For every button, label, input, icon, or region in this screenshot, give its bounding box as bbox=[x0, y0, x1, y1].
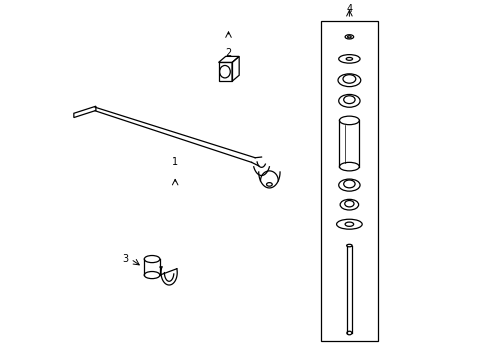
Text: 4: 4 bbox=[346, 4, 352, 14]
Text: 2: 2 bbox=[225, 48, 231, 58]
Text: 3: 3 bbox=[122, 254, 128, 264]
Bar bbox=[320, 21, 377, 341]
Text: 1: 1 bbox=[172, 157, 178, 167]
